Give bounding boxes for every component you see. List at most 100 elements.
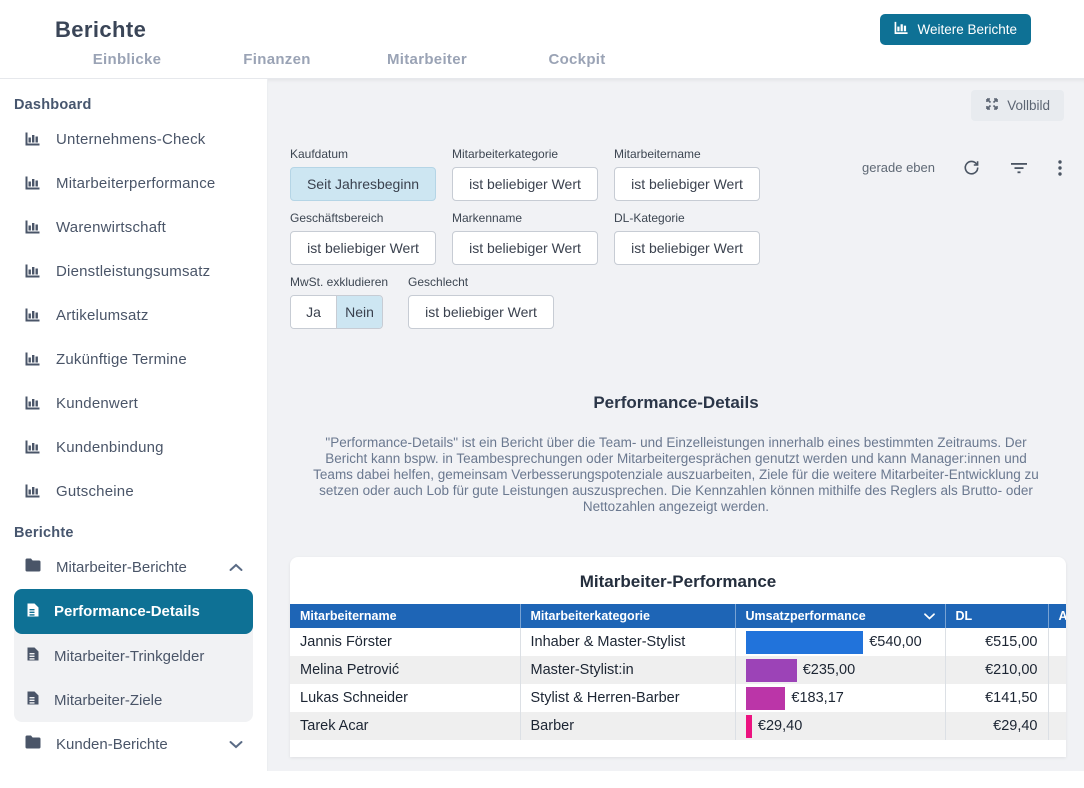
mwst-toggle-ja[interactable]: Ja [291, 296, 336, 328]
cell-category: Inhaber & Master-Stylist [519, 628, 735, 656]
sidebar-item-label: Gutscheine [56, 482, 134, 500]
column-header-mitarbeiterkategorie[interactable]: Mitarbeiterkategorie [519, 604, 735, 628]
cell-name: Jannis Förster [300, 634, 392, 650]
page-title: Berichte [55, 16, 147, 42]
column-header-dl[interactable]: DL [944, 604, 1048, 628]
tab-cockpit[interactable]: Cockpit [548, 51, 606, 68]
filter-label-geschaeftsbereich: Geschäftsbereich [290, 211, 384, 225]
sidebar-heading-dashboard: Dashboard [14, 97, 92, 113]
sidebar-item-unternehmens-check[interactable]: Unternehmens-Check [14, 117, 253, 161]
filter-label-dl-kategorie: DL-Kategorie [614, 211, 685, 225]
cell-dl: €515,00 [944, 628, 1048, 656]
sidebar-item-label: Dienstleistungsumsatz [56, 262, 211, 280]
cell-dl: €210,00 [944, 656, 1048, 684]
umsatz-bar [745, 686, 786, 710]
table-row[interactable]: Jannis Förster Inhaber & Master-Stylist … [290, 628, 1066, 656]
bar-chart-icon [24, 395, 42, 411]
sidebar-item-kundenbindung[interactable]: Kundenbindung [14, 425, 253, 469]
sidebar-item-gutscheine[interactable]: Gutscheine [14, 469, 253, 513]
cell-umsatzperformance: €235,00 [734, 656, 945, 684]
cell-category: Master-Stylist:in [519, 656, 735, 684]
topbar: Berichte Weitere Berichte Einblicke Fina… [0, 0, 1084, 79]
folder-icon [24, 558, 42, 576]
report-heading: Performance-Details [593, 393, 759, 412]
cell-name: Lukas Schneider [300, 690, 409, 706]
umsatz-bar [745, 630, 864, 654]
filter-label-mwst: MwSt. exkludieren [290, 275, 389, 289]
column-header-a[interactable]: A [1047, 604, 1066, 628]
filter-dl-kategorie[interactable]: ist beliebiger Wert [614, 231, 760, 265]
column-header-label: Umsatzperformance [745, 609, 866, 623]
filter-kaufdatum[interactable]: Seit Jahresbeginn [290, 167, 436, 201]
sidebar-item-mitarbeiter-ziele[interactable]: Mitarbeiter-Ziele [14, 678, 253, 722]
filter-mitarbeitername[interactable]: ist beliebiger Wert [614, 167, 760, 201]
sidebar-item-zukuenftige-termine[interactable]: Zukünftige Termine [14, 337, 253, 381]
umsatz-value: €183,17 [791, 690, 844, 706]
cell-name: Tarek Acar [290, 712, 520, 740]
sidebar-item-warenwirtschaft[interactable]: Warenwirtschaft [14, 205, 253, 249]
umsatz-bar [745, 658, 797, 682]
bar-chart-icon [24, 439, 42, 455]
sidebar-item-kundenwert[interactable]: Kundenwert [14, 381, 253, 425]
sidebar-item-label: Kundenwert [56, 394, 139, 412]
sidebar-item-artikelumsatz[interactable]: Artikelumsatz [14, 293, 253, 337]
mwst-toggle: Ja Nein [290, 295, 383, 329]
sidebar-folder-label: Mitarbeiter-Berichte [56, 558, 187, 576]
filter-icon[interactable] [1008, 159, 1030, 177]
sidebar-folder-kunden-berichte[interactable]: Kunden-Berichte [14, 722, 253, 766]
filter-geschlecht[interactable]: ist beliebiger Wert [408, 295, 555, 329]
sidebar-item-label: Performance-Details [54, 603, 200, 620]
last-refresh-text: gerade eben [861, 160, 935, 175]
main-tabs: Einblicke Finanzen Mitarbeiter Cockpit [0, 51, 1084, 78]
mwst-toggle-nein[interactable]: Nein [336, 296, 382, 328]
report-description: "Performance-Details" ist ein Bericht üb… [313, 435, 1039, 514]
folder-icon [24, 735, 42, 753]
more-reports-button[interactable]: Weitere Berichte [880, 14, 1031, 45]
sidebar-item-dienstleistungsumsatz[interactable]: Dienstleistungsumsatz [14, 249, 253, 293]
table-row[interactable]: Tarek Acar Barber €29,40 €29,40 [290, 712, 1066, 740]
sidebar-item-label: Zukünftige Termine [56, 350, 187, 368]
filter-geschaeftsbereich[interactable]: ist beliebiger Wert [290, 231, 436, 265]
cell-dl: €29,40 [944, 712, 1048, 740]
fullscreen-button[interactable]: Vollbild [971, 90, 1064, 121]
cell-extra [1047, 684, 1066, 712]
kebab-menu-icon[interactable] [1056, 158, 1064, 178]
main-content: Vollbild Kaufdatum Seit Jahresbeginn Mit… [268, 79, 1084, 771]
performance-table: Mitarbeitername Mitarbeiterkategorie Ums… [290, 604, 1066, 740]
sidebar-folder-mitarbeiter-berichte[interactable]: Mitarbeiter-Berichte [14, 545, 253, 589]
bar-chart-icon [24, 219, 42, 235]
sidebar-heading-berichte: Berichte [14, 525, 74, 541]
cell-extra [1047, 712, 1066, 740]
table-row[interactable]: Lukas Schneider Stylist & Herren-Barber … [290, 684, 1066, 712]
umsatz-bar [745, 714, 752, 738]
sidebar-item-mitarbeiter-trinkgelder[interactable]: Mitarbeiter-Trinkgelder [14, 634, 253, 678]
filter-markenname[interactable]: ist beliebiger Wert [452, 231, 598, 265]
sidebar: Dashboard Unternehmens-Check Mitarbeiter… [0, 79, 268, 771]
refresh-icon[interactable] [961, 157, 982, 178]
document-icon [26, 602, 40, 622]
tab-finanzen[interactable]: Finanzen [243, 51, 311, 68]
cell-extra [1047, 656, 1066, 684]
column-header-mitarbeitername[interactable]: Mitarbeitername [290, 604, 520, 628]
sidebar-item-label: Kundenbindung [56, 438, 164, 456]
cell-category: Barber [519, 712, 735, 740]
column-header-umsatzperformance[interactable]: Umsatzperformance [734, 604, 945, 628]
bar-chart-icon [24, 175, 42, 191]
sidebar-item-mitarbeiterperformance[interactable]: Mitarbeiterperformance [14, 161, 253, 205]
cell-umsatzperformance: €183,17 [734, 684, 945, 712]
expand-icon [985, 97, 999, 114]
table-header-row: Mitarbeitername Mitarbeiterkategorie Ums… [290, 604, 1066, 628]
cell-category: Stylist & Herren-Barber [519, 684, 735, 712]
tab-einblicke[interactable]: Einblicke [92, 51, 162, 68]
table-row[interactable]: Melina Petrović Master-Stylist:in €235,0… [290, 656, 1066, 684]
filter-mitarbeiterkategorie[interactable]: ist beliebiger Wert [452, 167, 598, 201]
filter-label-geschlecht: Geschlecht [408, 275, 469, 289]
filter-label-markenname: Markenname [452, 211, 523, 225]
sidebar-item-label: Mitarbeiter-Ziele [54, 691, 163, 709]
bar-chart-icon [24, 351, 42, 367]
bar-chart-icon [24, 483, 42, 499]
sidebar-item-performance-details[interactable]: Performance-Details [14, 589, 253, 634]
filter-label-kaufdatum: Kaufdatum [290, 147, 349, 161]
document-icon [26, 646, 40, 666]
tab-mitarbeiter[interactable]: Mitarbeiter [387, 51, 467, 68]
